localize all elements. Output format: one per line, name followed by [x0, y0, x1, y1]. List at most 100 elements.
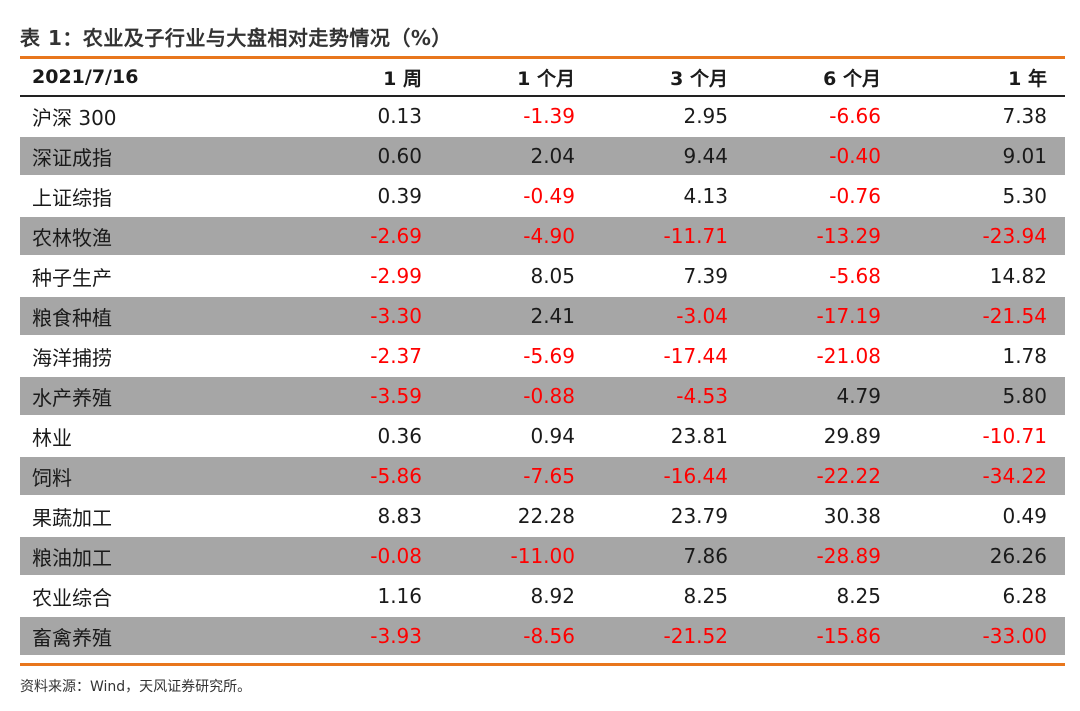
- table-cell: 7.38: [899, 95, 1065, 136]
- row-name: 饲料: [20, 455, 270, 496]
- header-row: 2021/7/16 1 周 1 个月 3 个月 6 个月 1 年: [20, 59, 1065, 97]
- table-row: 果蔬加工 8.83 22.28 23.79 30.38 0.49: [20, 495, 1065, 536]
- header-date: 2021/7/16: [20, 59, 270, 97]
- table-cell: 5.30: [899, 175, 1065, 216]
- table-cell: -2.69: [270, 215, 440, 256]
- bottom-rule: [20, 663, 1065, 666]
- row-name: 农林牧渔: [20, 215, 270, 256]
- table-row: 饲料 -5.86 -7.65 -16.44 -22.22 -34.22: [20, 455, 1065, 496]
- row-name: 深证成指: [20, 135, 270, 176]
- table-cell: -2.99: [270, 255, 440, 296]
- table-cell: 9.44: [593, 135, 746, 176]
- row-name: 粮食种植: [20, 295, 270, 336]
- row-name: 畜禽养殖: [20, 615, 270, 655]
- table-cell: -4.90: [440, 215, 593, 256]
- table-cell: -17.19: [746, 295, 899, 336]
- row-name: 沪深 300: [20, 95, 270, 136]
- source-note: 资料来源：Wind，天风证券研究所。: [20, 679, 252, 695]
- table-cell: -0.40: [746, 135, 899, 176]
- table-cell: -21.54: [899, 295, 1065, 336]
- table-row: 粮食种植 -3.30 2.41 -3.04 -17.19 -21.54: [20, 295, 1065, 336]
- table-row: 农业综合 1.16 8.92 8.25 8.25 6.28: [20, 575, 1065, 616]
- table-cell: 8.92: [440, 575, 593, 616]
- table-cell: 9.01: [899, 135, 1065, 176]
- table-cell: 7.39: [593, 255, 746, 296]
- table-cell: 2.95: [593, 95, 746, 136]
- table-cell: -6.66: [746, 95, 899, 136]
- table-row: 林业 0.36 0.94 23.81 29.89 -10.71: [20, 415, 1065, 456]
- table-row: 沪深 300 0.13 -1.39 2.95 -6.66 7.38: [20, 95, 1065, 136]
- table-cell: 14.82: [899, 255, 1065, 296]
- row-name: 农业综合: [20, 575, 270, 616]
- table-cell: -33.00: [899, 615, 1065, 655]
- table-cell: 22.28: [440, 495, 593, 536]
- header-6m: 6 个月: [746, 59, 899, 97]
- table-cell: 30.38: [746, 495, 899, 536]
- table-cell: -21.08: [746, 335, 899, 376]
- table-caption: 表 1：农业及子行业与大盘相对走势情况（%）: [20, 26, 452, 50]
- table-cell: -21.52: [593, 615, 746, 655]
- table-cell: 23.79: [593, 495, 746, 536]
- table-cell: 8.83: [270, 495, 440, 536]
- row-name: 果蔬加工: [20, 495, 270, 536]
- table-row: 种子生产 -2.99 8.05 7.39 -5.68 14.82: [20, 255, 1065, 296]
- row-name: 粮油加工: [20, 535, 270, 576]
- table-cell: -3.93: [270, 615, 440, 655]
- table-row: 农林牧渔 -2.69 -4.90 -11.71 -13.29 -23.94: [20, 215, 1065, 256]
- table-row: 水产养殖 -3.59 -0.88 -4.53 4.79 5.80: [20, 375, 1065, 416]
- row-name: 海洋捕捞: [20, 335, 270, 376]
- table-cell: 0.49: [899, 495, 1065, 536]
- row-name: 上证综指: [20, 175, 270, 216]
- table-cell: 0.36: [270, 415, 440, 456]
- table-cell: 26.26: [899, 535, 1065, 576]
- table-cell: -2.37: [270, 335, 440, 376]
- table-cell: -5.68: [746, 255, 899, 296]
- header-1w: 1 周: [270, 59, 440, 97]
- table-cell: -16.44: [593, 455, 746, 496]
- table-cell: 5.80: [899, 375, 1065, 416]
- table-cell: -10.71: [899, 415, 1065, 456]
- table-cell: -23.94: [899, 215, 1065, 256]
- table-cell: -7.65: [440, 455, 593, 496]
- header-3m: 3 个月: [593, 59, 746, 97]
- table-row: 深证成指 0.60 2.04 9.44 -0.40 9.01: [20, 135, 1065, 176]
- table-cell: -11.00: [440, 535, 593, 576]
- table-cell: 8.25: [593, 575, 746, 616]
- table-cell: -0.88: [440, 375, 593, 416]
- table-cell: -28.89: [746, 535, 899, 576]
- table-cell: 29.89: [746, 415, 899, 456]
- table-cell: -5.69: [440, 335, 593, 376]
- table-body: 沪深 300 0.13 -1.39 2.95 -6.66 7.38 深证成指 0.60 2.04…: [20, 95, 1065, 655]
- table-cell: 8.25: [746, 575, 899, 616]
- table-cell: -1.39: [440, 95, 593, 136]
- table-cell: -0.49: [440, 175, 593, 216]
- top-rule: [20, 56, 1065, 59]
- table-cell: -34.22: [899, 455, 1065, 496]
- table-cell: -8.56: [440, 615, 593, 655]
- table-cell: -4.53: [593, 375, 746, 416]
- table-cell: 1.16: [270, 575, 440, 616]
- header-1y: 1 年: [899, 59, 1065, 97]
- table-cell: -22.22: [746, 455, 899, 496]
- table-cell: 2.41: [440, 295, 593, 336]
- table-cell: 4.79: [746, 375, 899, 416]
- header-1m: 1 个月: [440, 59, 593, 97]
- table-cell: 8.05: [440, 255, 593, 296]
- table-cell: 23.81: [593, 415, 746, 456]
- table-cell: -11.71: [593, 215, 746, 256]
- table-cell: 0.39: [270, 175, 440, 216]
- row-name: 水产养殖: [20, 375, 270, 416]
- table-cell: -3.30: [270, 295, 440, 336]
- table-row: 上证综指 0.39 -0.49 4.13 -0.76 5.30: [20, 175, 1065, 216]
- table-cell: -5.86: [270, 455, 440, 496]
- table-cell: 7.86: [593, 535, 746, 576]
- table-cell: 1.78: [899, 335, 1065, 376]
- table-row: 粮油加工 -0.08 -11.00 7.86 -28.89 26.26: [20, 535, 1065, 576]
- table-cell: -3.59: [270, 375, 440, 416]
- table-cell: 6.28: [899, 575, 1065, 616]
- table-row: 海洋捕捞 -2.37 -5.69 -17.44 -21.08 1.78: [20, 335, 1065, 376]
- row-name: 种子生产: [20, 255, 270, 296]
- table-cell: -0.08: [270, 535, 440, 576]
- table-cell: -15.86: [746, 615, 899, 655]
- row-name: 林业: [20, 415, 270, 456]
